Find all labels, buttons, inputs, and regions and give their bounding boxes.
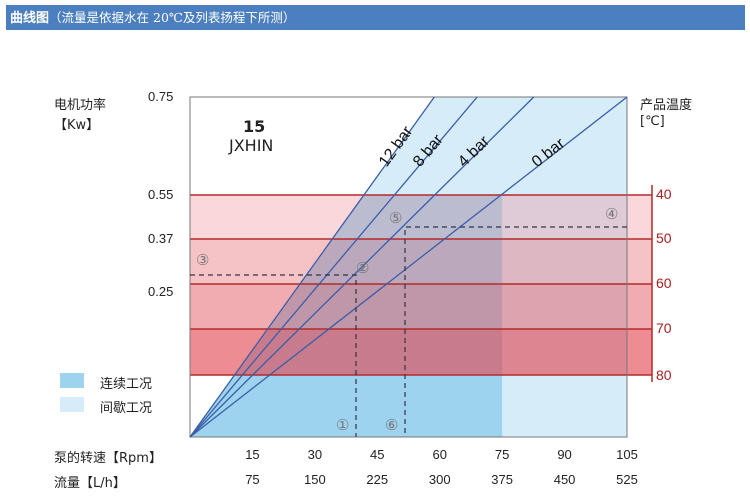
y-left-label-1: 电机功率	[54, 98, 107, 113]
temperature-band-2	[190, 239, 652, 284]
header-subtitle: （流量是依据水在 20℃及列表扬程下所测）	[49, 10, 296, 25]
y-right-tick: 40	[656, 186, 672, 202]
y-left-tick: 0.55	[148, 187, 173, 202]
x-tick-flow: 300	[429, 472, 451, 487]
y-right-tick: 80	[656, 367, 672, 383]
legend-label-continuous: 连续工况	[100, 377, 153, 392]
x-tick-rpm: 60	[432, 447, 446, 462]
marker-3: ③	[196, 252, 209, 269]
plot-frame	[189, 96, 628, 438]
model-name: JXHIN	[229, 136, 274, 155]
x-tick-flow: 450	[554, 472, 576, 487]
header-title: 曲线图	[10, 11, 50, 26]
x-tick-rpm: 15	[245, 447, 259, 462]
temperature-band-4	[190, 329, 652, 375]
guide-line-2	[404, 226, 627, 437]
legend-swatch-continuous	[60, 373, 84, 388]
y-right-tick: 60	[656, 275, 672, 291]
marker-1: ①	[336, 417, 349, 434]
model-number: 15	[243, 117, 266, 136]
y-left-tick: 0.25	[148, 284, 173, 299]
x-tick-rpm: 90	[557, 447, 571, 462]
pressure-line-4-bar	[189, 96, 535, 438]
marker-4: ④	[605, 206, 618, 223]
x-tick-flow: 225	[366, 472, 388, 487]
marker-5: ⑤	[389, 210, 402, 227]
y-right-tick: 70	[656, 320, 672, 336]
pressure-line-0-bar	[189, 96, 628, 438]
legend-swatch-intermittent	[60, 397, 84, 412]
guide-line-1	[190, 274, 357, 437]
pressure-line-12-bar	[189, 96, 435, 438]
y-right-tick: 50	[656, 230, 672, 246]
marker-6: ⑥	[385, 417, 398, 434]
x-tick-rpm: 30	[308, 447, 322, 462]
x-row-label-flow: 流量【L/h】	[54, 476, 126, 491]
x-tick-rpm: 75	[495, 447, 509, 462]
x-tick-rpm: 105	[616, 447, 638, 462]
y-right-label-2: [℃]	[640, 114, 665, 129]
legend-label-intermittent: 间歇工况	[100, 401, 153, 416]
temperature-band-3	[190, 284, 652, 329]
x-tick-flow: 375	[491, 472, 513, 487]
y-left-label-2: 【Kw】	[54, 118, 100, 133]
temperature-band-1	[190, 195, 652, 239]
x-row-label-rpm: 泵的转速【Rpm】	[54, 451, 162, 466]
y-left-tick: 0.75	[148, 89, 173, 104]
x-tick-rpm: 45	[370, 447, 384, 462]
x-tick-flow: 150	[304, 472, 326, 487]
chart-header: 曲线图（流量是依据水在 20℃及列表扬程下所测）	[6, 5, 745, 30]
y-right-label-1: 产品温度	[640, 98, 693, 113]
marker-2: ②	[356, 260, 369, 277]
y-left-tick: 0.37	[148, 231, 173, 246]
x-tick-flow: 525	[616, 472, 638, 487]
pressure-line-8-bar	[189, 96, 478, 438]
x-tick-flow: 75	[245, 472, 259, 487]
